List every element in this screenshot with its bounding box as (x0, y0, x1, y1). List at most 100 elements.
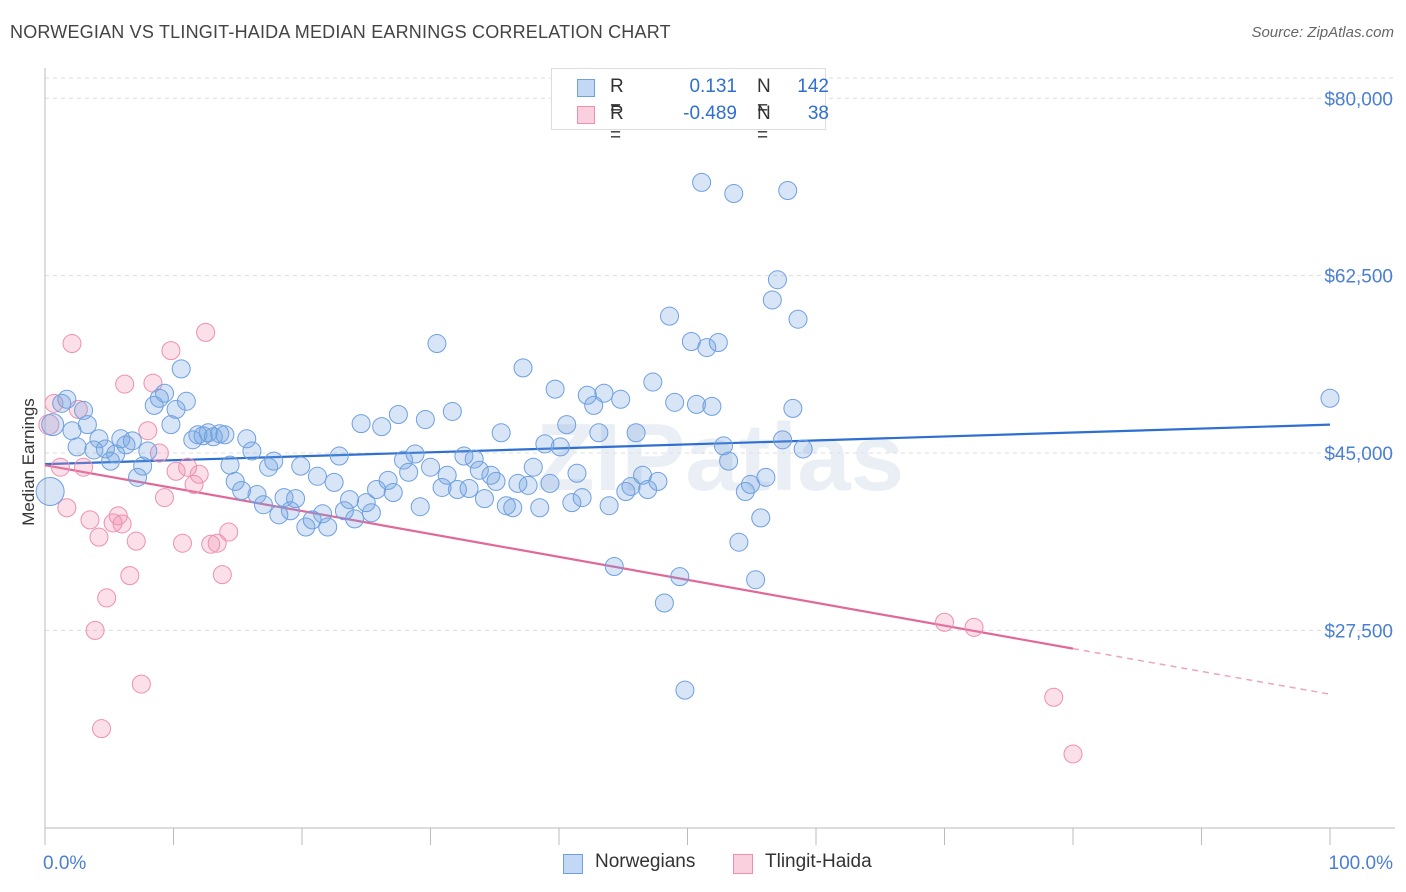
norwegians-point (686, 394, 706, 414)
tlingit-haida-point (92, 719, 112, 739)
norwegians-point (584, 395, 604, 415)
norwegians-point (74, 400, 94, 420)
tlingit-haida-point (196, 322, 216, 342)
norwegians-point (464, 449, 484, 469)
norwegians-point (122, 431, 142, 451)
norwegians-point (708, 333, 728, 353)
norwegians-point (149, 388, 169, 408)
legend-swatch-norwegians (577, 79, 595, 97)
norwegians-point (334, 501, 354, 521)
norwegians-point (138, 441, 158, 461)
norwegians-point (767, 270, 787, 290)
norwegians-point (643, 372, 663, 392)
legend-r-label: R = (610, 76, 624, 119)
tlingit-haida-point (57, 498, 77, 518)
y-tick-label: $45,000 (1324, 444, 1393, 465)
axes (44, 68, 1395, 845)
norwegians-point (665, 392, 685, 412)
bottom-legend-label: Norwegians (595, 851, 696, 872)
norwegians-point (648, 471, 668, 491)
norwegians-point (692, 172, 712, 192)
bottom-legend-swatch-norwegians (563, 854, 583, 874)
norwegians-point (437, 465, 457, 485)
norwegians-point (269, 505, 289, 525)
norwegians-point (729, 532, 749, 552)
tlingit-haida-point (131, 674, 151, 694)
norwegians-point (415, 410, 435, 430)
tlingit-haida-point (97, 588, 117, 608)
legend-swatch-tlingit-haida (577, 106, 595, 124)
norwegians-point (762, 290, 782, 310)
norwegians-point (111, 429, 131, 449)
norwegians-point (253, 495, 273, 515)
tlingit-haida-point (85, 620, 105, 640)
norwegians-point (356, 493, 376, 513)
norwegians-point (405, 444, 425, 464)
norwegians-point (562, 493, 582, 513)
norwegians-point (351, 414, 371, 434)
legend-r-label: R = (610, 103, 624, 146)
norwegians-point (302, 510, 322, 530)
tlingit-haida-point (1044, 687, 1064, 707)
y-tick-label: $27,500 (1324, 621, 1393, 642)
y-tick-label: $62,500 (1324, 267, 1393, 288)
norwegians-point (793, 439, 813, 459)
legend-n-label: N = (757, 103, 771, 146)
chart-title: NORWEGIAN VS TLINGIT-HAIDA MEDIAN EARNIN… (10, 22, 671, 42)
norwegians-point (237, 429, 257, 449)
norwegians-point (171, 359, 191, 379)
x-tick-label: 0.0% (43, 853, 86, 874)
norwegians-point (421, 457, 440, 477)
norwegians-point (454, 446, 474, 466)
legend-n-label: N = (757, 76, 771, 119)
grid-lines (45, 77, 1395, 631)
norwegians-point (220, 455, 240, 475)
tlingit-haida-point (44, 393, 64, 413)
tlingit-haida-point (184, 474, 204, 494)
norwegians-point (702, 396, 722, 416)
tlingit-haida-point (74, 457, 94, 477)
norwegians-point (77, 415, 97, 435)
norwegians-point (523, 457, 543, 477)
norwegians-point (155, 383, 175, 403)
tlingit-haida-point (120, 566, 140, 586)
norwegians-point (183, 430, 203, 450)
norwegians-point (719, 451, 739, 471)
norwegians-point (751, 508, 771, 528)
norwegians-point (557, 415, 577, 435)
norwegians-point (247, 485, 267, 505)
stats-legend: R = 0.131 N = 142 R = -0.489 N = 38 (551, 68, 829, 146)
tlingit-haida-point (126, 531, 146, 551)
norwegians-point (41, 413, 65, 437)
norwegians-point (621, 476, 641, 496)
tlingit-haida-point (161, 341, 181, 361)
norwegians-point (481, 465, 501, 485)
norwegians-point (756, 467, 776, 487)
norwegians-point (535, 434, 555, 454)
norwegians-point (638, 479, 658, 499)
norwegians-point (469, 460, 489, 480)
norwegians-point (530, 498, 550, 518)
norwegians-point (660, 306, 680, 326)
tlingit-haida-point (207, 533, 227, 553)
norwegians-point (567, 463, 587, 483)
norwegians-point (670, 567, 690, 587)
norwegians-point (324, 472, 344, 492)
norwegians-point (616, 482, 636, 502)
norwegians-points (35, 172, 1340, 700)
tlingit-haida-point (1063, 744, 1083, 764)
norwegians-point (474, 489, 494, 509)
norwegians-point (611, 389, 631, 409)
norwegians-trend-line (44, 423, 1331, 466)
norwegians-point (193, 426, 213, 446)
norwegians-point (432, 477, 452, 497)
norwegians-point (604, 557, 624, 577)
norwegians-point (577, 385, 597, 405)
norwegians-point (783, 398, 803, 418)
norwegians-point (594, 383, 614, 403)
norwegians-point (161, 415, 181, 435)
norwegians-point (383, 483, 403, 503)
norwegians-point (697, 338, 717, 358)
norwegians-point (442, 401, 462, 421)
